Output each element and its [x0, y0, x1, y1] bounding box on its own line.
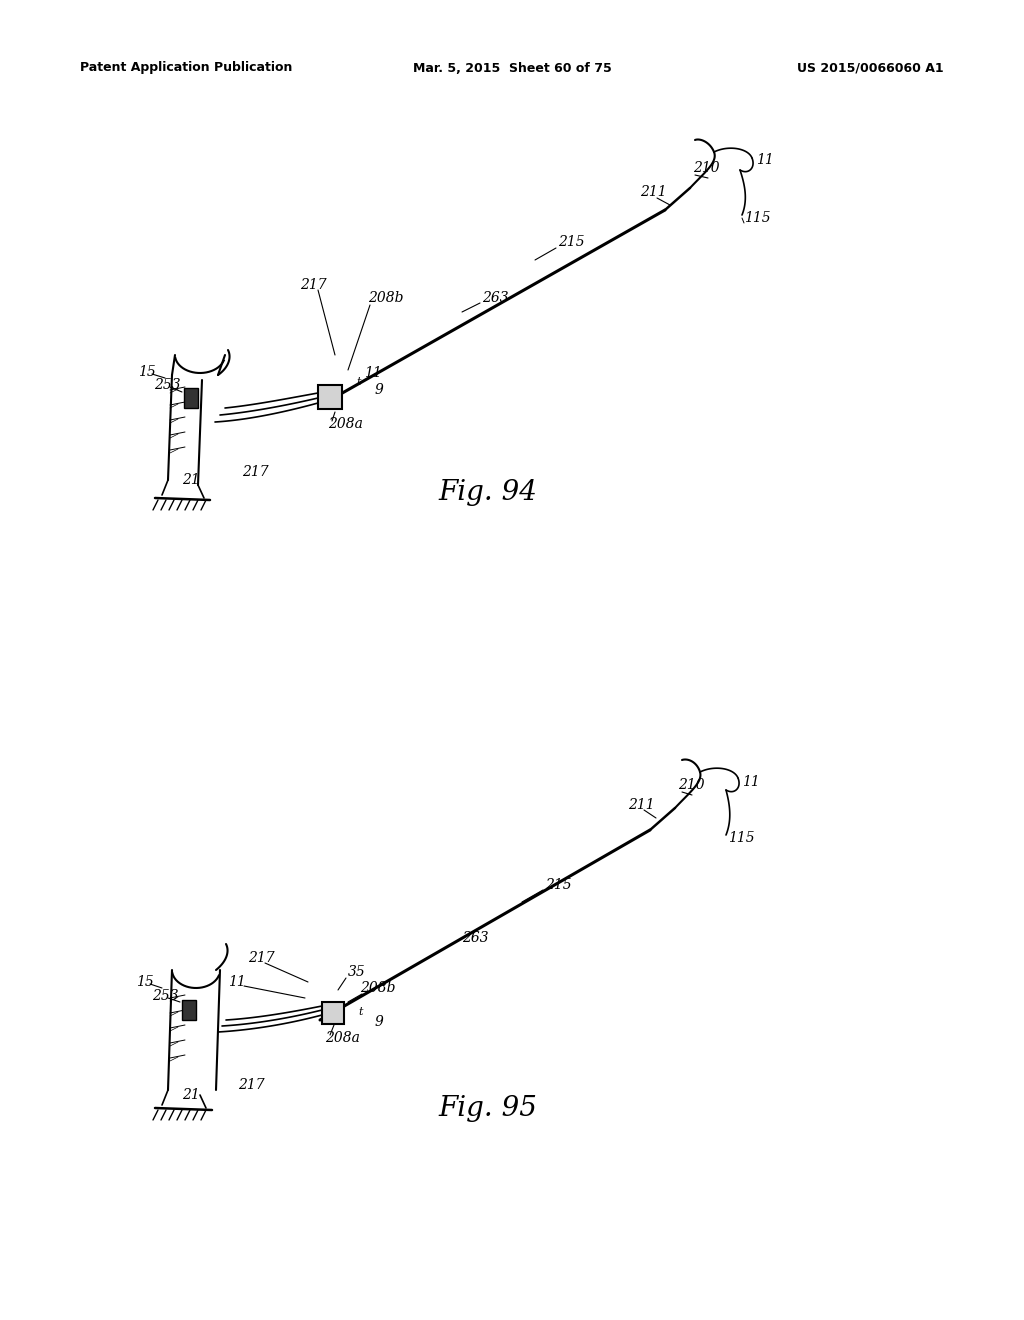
Text: 9: 9 [375, 383, 384, 397]
Bar [182, 1001, 196, 1020]
Text: 215: 215 [558, 235, 585, 249]
Text: 11: 11 [228, 975, 246, 989]
Text: 217: 217 [300, 279, 327, 292]
Text: 215: 215 [545, 878, 571, 892]
Text: 11: 11 [756, 153, 774, 168]
Text: US 2015/0066060 A1: US 2015/0066060 A1 [798, 62, 944, 74]
Text: 15: 15 [136, 975, 154, 989]
Bar [318, 385, 342, 409]
Text: 21: 21 [182, 1088, 200, 1102]
Text: 208a: 208a [325, 1031, 359, 1045]
Text: 208a: 208a [328, 417, 362, 432]
Text: 115: 115 [728, 832, 755, 845]
Text: 208b: 208b [360, 981, 395, 995]
Text: 211: 211 [640, 185, 667, 199]
Text: Fig. 95: Fig. 95 [438, 1094, 538, 1122]
Text: Mar. 5, 2015  Sheet 60 of 75: Mar. 5, 2015 Sheet 60 of 75 [413, 62, 611, 74]
Text: 263: 263 [482, 290, 509, 305]
Text: 210: 210 [693, 161, 720, 176]
Text: 35: 35 [348, 965, 366, 979]
Text: t: t [358, 1007, 362, 1016]
Text: 263: 263 [462, 931, 488, 945]
Text: 11: 11 [364, 366, 382, 380]
Text: 253: 253 [152, 989, 178, 1003]
Bar [184, 388, 198, 408]
Text: 210: 210 [678, 777, 705, 792]
Text: Fig. 94: Fig. 94 [438, 479, 538, 506]
Text: 217: 217 [238, 1078, 264, 1092]
Text: Patent Application Publication: Patent Application Publication [80, 62, 293, 74]
Text: 15: 15 [138, 366, 156, 379]
Text: 217: 217 [242, 465, 268, 479]
Text: 217: 217 [248, 950, 274, 965]
Text: 11: 11 [742, 775, 760, 789]
Text: 21: 21 [182, 473, 200, 487]
Text: t: t [356, 378, 360, 387]
Text: 9: 9 [375, 1015, 384, 1030]
Text: 115: 115 [744, 211, 771, 224]
Text: 211: 211 [628, 799, 654, 812]
Bar [322, 1002, 344, 1024]
Text: 208b: 208b [368, 290, 403, 305]
Text: 253: 253 [154, 378, 180, 392]
